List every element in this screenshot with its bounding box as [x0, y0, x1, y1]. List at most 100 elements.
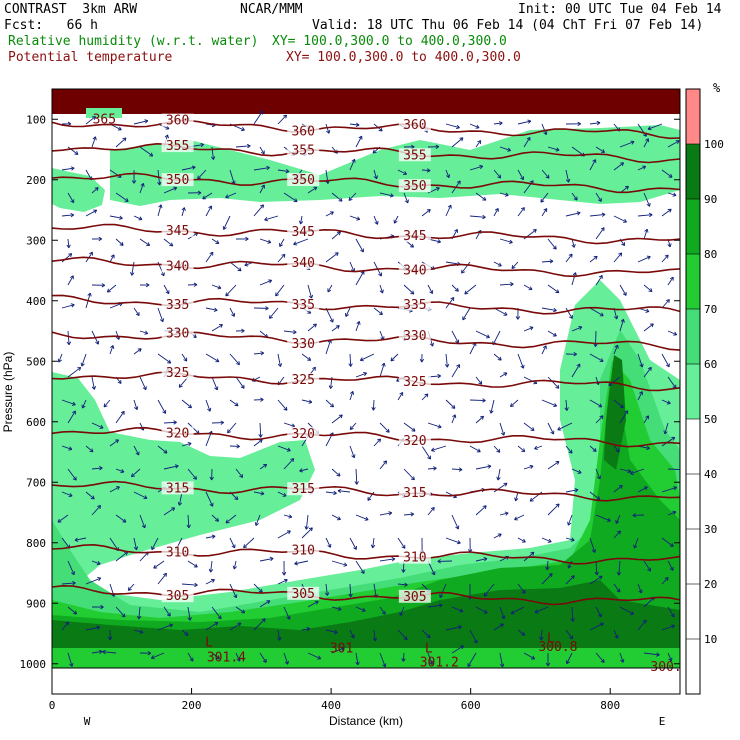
wind-vector: [253, 110, 264, 125]
wind-vector-head: [596, 496, 601, 501]
rh-below-ground: [52, 668, 680, 694]
wind-vector-head: [439, 594, 444, 599]
wind-vector: [523, 137, 531, 148]
wind-vector-head: [243, 544, 248, 549]
wind-vector-head: [120, 410, 125, 415]
wind-vector: [475, 376, 483, 385]
wind-vector: [379, 363, 385, 378]
wind-vector: [67, 192, 75, 203]
wind-vector: [637, 391, 643, 401]
wind-vector: [643, 415, 649, 424]
wind-vector-head: [552, 245, 557, 250]
wind-vector: [139, 146, 154, 157]
wind-vector-head: [337, 488, 342, 494]
wind-vector: [85, 577, 101, 585]
wind-vector-head: [383, 460, 388, 465]
wind-vector-head: [327, 543, 332, 548]
wind-vector: [235, 652, 241, 662]
wind-vector: [493, 169, 502, 179]
wind-vector-head: [266, 165, 270, 171]
wind-vector-head: [564, 407, 569, 411]
wind-vector-head: [145, 282, 150, 288]
wind-vector: [523, 652, 535, 660]
wind-vector-head: [372, 637, 378, 642]
y-tick-label: 200: [26, 174, 46, 187]
wind-vector: [667, 330, 677, 336]
wind-vector-head: [476, 448, 481, 453]
field1-xy: XY= 100.0,300.0 to 400.0,300.0: [272, 34, 507, 49]
wind-vector-head: [236, 361, 240, 366]
wind-vector: [643, 367, 652, 378]
wind-vector-head: [329, 318, 334, 323]
wind-vector-head: [456, 540, 461, 545]
wind-vector-head: [433, 466, 437, 471]
wind-vector: [225, 514, 237, 524]
wind-vector-head: [260, 150, 265, 155]
wind-vector: [277, 169, 290, 173]
wind-vector-head: [489, 409, 494, 414]
wind-vector-head: [521, 448, 526, 453]
wind-vector-head: [599, 358, 604, 362]
wind-vector: [547, 503, 560, 516]
wind-vector: [571, 192, 578, 201]
wind-vector-head: [186, 524, 191, 529]
wind-vector-head: [133, 546, 139, 551]
wind-vector-head: [308, 294, 314, 299]
wind-vector-head: [231, 544, 236, 549]
wind-vector-head: [483, 609, 488, 614]
wind-vector-head: [445, 174, 451, 179]
wind-vector: [451, 606, 464, 613]
wind-vector-head: [410, 512, 415, 517]
wind-vector-head: [426, 634, 431, 639]
wind-vector-head: [601, 212, 606, 217]
wind-vector: [133, 348, 142, 355]
wind-vector: [107, 284, 117, 293]
wind-vector-head: [619, 404, 624, 409]
wind-vector-head: [404, 582, 408, 587]
wind-vector-head: [503, 372, 508, 377]
model-title: CONTRAST 3km ARW: [4, 2, 138, 17]
wind-vector-head: [225, 194, 230, 199]
wind-vector-head: [615, 448, 620, 453]
wind-vector-head: [208, 568, 214, 573]
wind-vector: [109, 439, 119, 447]
wind-vector: [133, 629, 144, 633]
wind-vector-head: [72, 476, 77, 481]
wind-vector-head: [426, 168, 431, 173]
rh-colorbar: 10 20 30 40 50 60 70 80 90 100: [685, 88, 724, 695]
wind-vector: [393, 215, 399, 224]
isentrope-label: 310: [403, 551, 426, 566]
wind-vector: [348, 192, 357, 201]
wind-vector: [595, 330, 597, 347]
colorbar-tick-label: 90: [704, 193, 717, 206]
colorbar-band: [686, 199, 700, 254]
wind-vector: [421, 445, 431, 460]
wind-vector: [427, 507, 435, 516]
wind-vector: [431, 445, 447, 452]
wind-vector-head: [220, 420, 224, 425]
wind-vector-head: [202, 195, 207, 200]
field1-name: Relative humidity (w.r.t. water): [8, 34, 259, 49]
wind-vector-head: [277, 363, 283, 367]
isentrope-line: [52, 256, 680, 278]
wind-vector-head: [534, 609, 539, 614]
wind-vector-head: [627, 468, 632, 474]
wind-vector: [331, 231, 341, 240]
wind-vector-head: [496, 448, 501, 453]
wind-vector: [91, 505, 101, 516]
wind-vector: [589, 575, 603, 585]
wind-vector-head: [131, 473, 135, 478]
wind-vector: [229, 261, 242, 272]
wind-vector: [67, 560, 75, 575]
wind-vector: [493, 353, 502, 361]
wind-vector: [379, 422, 390, 433]
wind-vector-head: [214, 386, 219, 391]
wind-vector-head: [403, 171, 407, 175]
wind-vector: [277, 530, 291, 539]
isentrope-label: 345: [291, 225, 314, 240]
wind-vector-head: [618, 484, 623, 489]
wind-vector-head: [647, 567, 652, 572]
wind-vector: [211, 324, 223, 332]
isentrope-label-bg: [161, 589, 194, 603]
wind-vector: [127, 583, 135, 591]
